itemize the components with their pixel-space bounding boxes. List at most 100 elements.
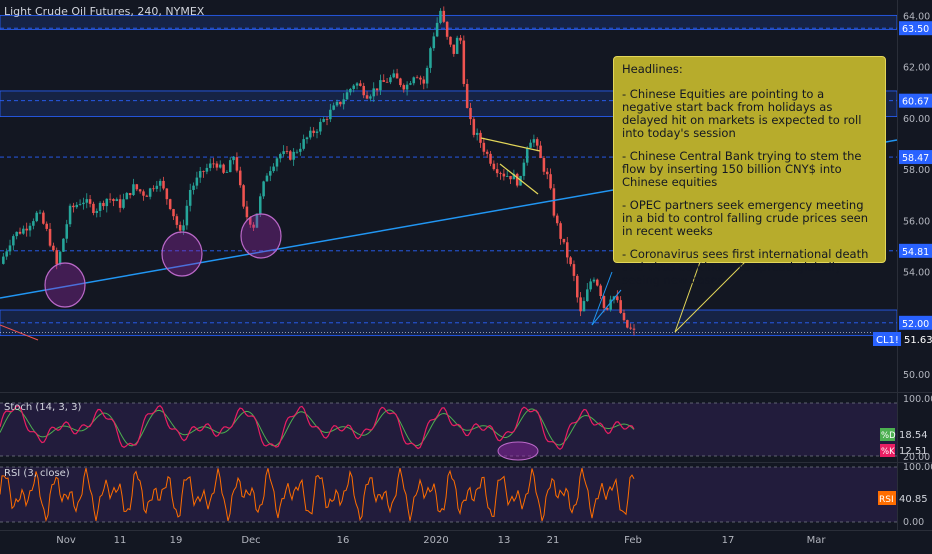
- candle-body: [275, 158, 279, 167]
- candle-body: [245, 206, 249, 218]
- candle-body: [212, 163, 215, 165]
- candle-body: [228, 160, 232, 173]
- candle-body: [279, 154, 282, 159]
- candle-body: [449, 36, 452, 45]
- candlestick-series: [2, 6, 636, 336]
- candle-body: [52, 245, 55, 251]
- candle-body: [349, 88, 352, 93]
- candle-body: [85, 199, 89, 203]
- candle-body: [369, 96, 372, 99]
- stochastic-pane[interactable]: Stoch (14, 3, 3): [0, 402, 897, 461]
- candle-body: [609, 299, 612, 310]
- price-tick-label: 54.00: [903, 268, 930, 279]
- candle-body: [409, 83, 412, 85]
- rsi-value: 40.85: [899, 494, 928, 505]
- time-scale[interactable]: Nov 11 19 Dec 16 2020 13 21 Feb 17 Mar: [56, 535, 826, 546]
- candle-body: [305, 137, 309, 140]
- candle-body: [172, 209, 175, 217]
- level-label: 63.50: [902, 24, 929, 35]
- candle-body: [292, 151, 295, 160]
- candle-body: [325, 119, 329, 120]
- candle-body: [162, 180, 165, 189]
- candle-body: [148, 188, 152, 197]
- candle-body: [502, 173, 506, 177]
- svg-text:%K: %K: [881, 447, 895, 457]
- candle-body: [562, 238, 566, 243]
- candle-body: [58, 251, 62, 265]
- candle-body: [128, 193, 132, 196]
- support-circle-3[interactable]: [240, 213, 282, 259]
- candle-body: [495, 169, 499, 174]
- candle-body: [108, 198, 112, 200]
- stoch-circle[interactable]: [497, 441, 539, 461]
- support-circle-1[interactable]: [44, 262, 86, 308]
- wedge-line-lower[interactable]: [591, 289, 622, 326]
- candle-body: [25, 228, 28, 231]
- candle-body: [285, 151, 289, 153]
- candle-body: [48, 228, 52, 246]
- candle-body: [215, 163, 219, 168]
- candle-body: [238, 170, 242, 186]
- candle-body: [472, 119, 476, 135]
- candle-body: [535, 139, 539, 146]
- candle-body: [395, 73, 399, 79]
- candle-body: [622, 312, 626, 321]
- candle-body: [182, 225, 185, 231]
- candle-body: [5, 251, 8, 257]
- candle-body: [255, 213, 259, 228]
- candle-body: [12, 236, 15, 246]
- support-circle-2[interactable]: [161, 231, 203, 277]
- candle-body: [515, 173, 519, 186]
- candle-body: [439, 10, 442, 23]
- candle-body: [359, 83, 362, 86]
- stoch-d-badge: %D 18.54: [880, 428, 928, 441]
- stoch-k-badge: %K 12.51: [880, 444, 928, 457]
- stoch-title: Stoch (14, 3, 3): [4, 402, 81, 413]
- candle-body: [529, 142, 532, 148]
- candle-body: [626, 320, 629, 328]
- candle-body: [2, 256, 5, 264]
- candle-body: [225, 172, 229, 173]
- candle-body: [412, 77, 416, 84]
- wedge-line-upper[interactable]: [591, 271, 613, 326]
- candle-body: [28, 225, 32, 231]
- candle-body: [38, 212, 42, 214]
- candle-body: [242, 185, 245, 207]
- candle-body: [265, 175, 269, 182]
- candle-body: [62, 238, 65, 252]
- candle-body: [462, 40, 466, 84]
- svg-text:%D: %D: [881, 431, 896, 441]
- level-label-bg: [899, 93, 932, 108]
- flag-line-upper[interactable]: [480, 137, 541, 152]
- candle-body: [302, 139, 305, 149]
- candle-body: [112, 199, 115, 201]
- candle-body: [198, 171, 202, 178]
- candle-body: [362, 85, 365, 96]
- candle-body: [365, 95, 369, 99]
- candle-body: [422, 79, 426, 84]
- candle-body: [355, 83, 359, 86]
- candle-body: [329, 109, 332, 120]
- price-tick-label: 58.00: [903, 165, 930, 176]
- candle-body: [632, 328, 636, 330]
- flag-line-lower[interactable]: [499, 163, 539, 195]
- candle-body: [175, 216, 179, 225]
- candle-body: [555, 215, 559, 224]
- time-tick-label: 21: [547, 535, 560, 546]
- candle-body: [459, 37, 462, 41]
- level-label-bg: [899, 315, 932, 330]
- rsi-pane[interactable]: RSI (3, close): [0, 466, 897, 523]
- rsi-tick-100: 100.00: [903, 462, 932, 473]
- candle-body: [319, 121, 322, 132]
- rsi-line: [0, 467, 635, 523]
- candle-body: [596, 279, 599, 286]
- candle-body: [55, 250, 58, 265]
- headlines-callout[interactable]: Headlines: - Chinese Equities are pointi…: [613, 56, 886, 287]
- candle-body: [208, 163, 212, 168]
- stoch-tick-20: 20.00: [903, 452, 930, 463]
- candle-body: [15, 231, 18, 237]
- candle-body: [332, 105, 335, 110]
- rsi-badge: RSI 40.85: [878, 491, 928, 505]
- candle-body: [589, 281, 592, 290]
- candle-body: [115, 199, 119, 201]
